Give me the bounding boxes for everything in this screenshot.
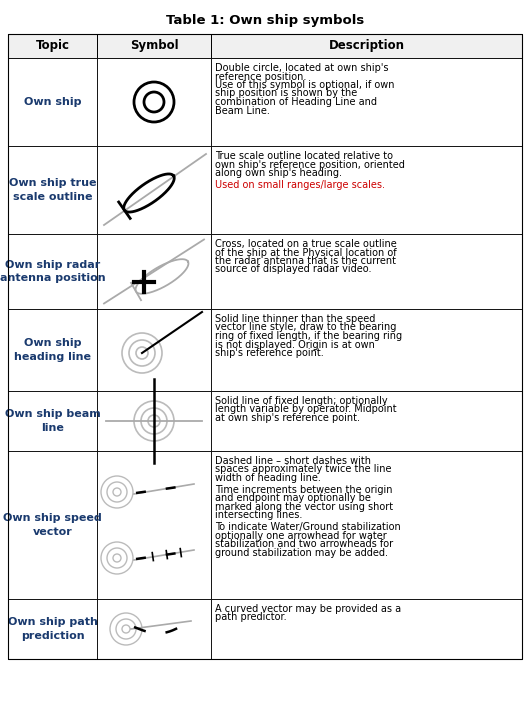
Text: is not displayed. Origin is at own: is not displayed. Origin is at own (215, 340, 375, 350)
Bar (8, 451, 97, 599)
Text: Own ship: Own ship (24, 97, 81, 107)
Text: own ship's reference position, oriented: own ship's reference position, oriented (215, 160, 405, 169)
Text: Own ship radar
antenna position: Own ship radar antenna position (0, 260, 105, 283)
Text: ground stabilization may be added.: ground stabilization may be added. (215, 548, 388, 558)
Bar (97, 146, 211, 234)
Text: Solid line thinner than the speed: Solid line thinner than the speed (215, 314, 375, 324)
Text: ring of fixed length, if the bearing ring: ring of fixed length, if the bearing rin… (215, 331, 402, 341)
Text: Time increments between the origin: Time increments between the origin (215, 485, 393, 495)
Text: optionally one arrowhead for water: optionally one arrowhead for water (215, 531, 387, 541)
Text: Double circle, located at own ship's: Double circle, located at own ship's (215, 63, 388, 73)
Text: True scale outline located relative to: True scale outline located relative to (215, 151, 393, 161)
Text: Table 1: Own ship symbols: Table 1: Own ship symbols (166, 14, 364, 27)
Bar (211, 234, 522, 309)
Text: Own ship speed
vector: Own ship speed vector (3, 513, 102, 537)
Text: To indicate Water/Ground stabilization: To indicate Water/Ground stabilization (215, 523, 401, 532)
Bar (97, 34, 211, 58)
Bar (8, 58, 97, 146)
Text: reference position.: reference position. (215, 72, 306, 82)
Text: Topic: Topic (36, 40, 69, 52)
Text: Use of this symbol is optional, if own: Use of this symbol is optional, if own (215, 80, 394, 90)
Bar (97, 58, 211, 146)
Bar (8, 599, 97, 659)
Bar (97, 234, 211, 309)
Bar (97, 391, 211, 451)
Text: of the ship at the Physical location of: of the ship at the Physical location of (215, 247, 396, 257)
Text: Beam Line.: Beam Line. (215, 106, 270, 116)
Bar (8, 34, 97, 58)
Text: at own ship's reference point.: at own ship's reference point. (215, 413, 360, 423)
Text: ship position is shown by the: ship position is shown by the (215, 89, 357, 99)
Text: Dashed line – short dashes with: Dashed line – short dashes with (215, 456, 371, 466)
Bar (97, 599, 211, 659)
Text: path predictor.: path predictor. (215, 613, 287, 623)
Bar (211, 451, 522, 599)
Text: Solid line of fixed length; optionally: Solid line of fixed length; optionally (215, 396, 387, 406)
Bar (8, 34, 522, 659)
Text: Own ship beam
line: Own ship beam line (5, 409, 100, 432)
Bar (8, 391, 97, 451)
Text: stabilization and two arrowheads for: stabilization and two arrowheads for (215, 540, 393, 549)
Text: spaces approximately twice the line: spaces approximately twice the line (215, 464, 392, 474)
Bar (97, 309, 211, 391)
Bar (8, 309, 97, 391)
Text: Own ship true
scale outline: Own ship true scale outline (9, 179, 96, 201)
Bar (211, 34, 522, 58)
Text: Description: Description (329, 40, 404, 52)
Text: combination of Heading Line and: combination of Heading Line and (215, 97, 377, 107)
Text: Used on small ranges/large scales.: Used on small ranges/large scales. (215, 180, 385, 190)
Text: length variable by operator. Midpoint: length variable by operator. Midpoint (215, 405, 396, 415)
Bar (8, 234, 97, 309)
Bar (211, 58, 522, 146)
Text: Cross, located on a true scale outline: Cross, located on a true scale outline (215, 239, 397, 249)
Text: intersecting lines.: intersecting lines. (215, 510, 303, 520)
Text: Symbol: Symbol (130, 40, 178, 52)
Bar (211, 309, 522, 391)
Text: A curved vector may be provided as a: A curved vector may be provided as a (215, 604, 401, 614)
Text: vector line style, draw to the bearing: vector line style, draw to the bearing (215, 323, 396, 333)
Text: Own ship
heading line: Own ship heading line (14, 338, 91, 362)
Text: the radar antenna that is the current: the radar antenna that is the current (215, 256, 396, 266)
Text: along own ship's heading.: along own ship's heading. (215, 168, 342, 178)
Bar (211, 146, 522, 234)
Bar (97, 451, 211, 599)
Text: source of displayed radar video.: source of displayed radar video. (215, 264, 372, 274)
Text: and endpoint may optionally be: and endpoint may optionally be (215, 493, 371, 503)
Text: ship's reference point.: ship's reference point. (215, 348, 324, 358)
Text: width of heading line.: width of heading line. (215, 473, 321, 483)
Bar (211, 599, 522, 659)
Text: marked along the vector using short: marked along the vector using short (215, 502, 393, 512)
Bar (211, 391, 522, 451)
Text: Own ship path
prediction: Own ship path prediction (7, 618, 98, 641)
Bar (8, 146, 97, 234)
